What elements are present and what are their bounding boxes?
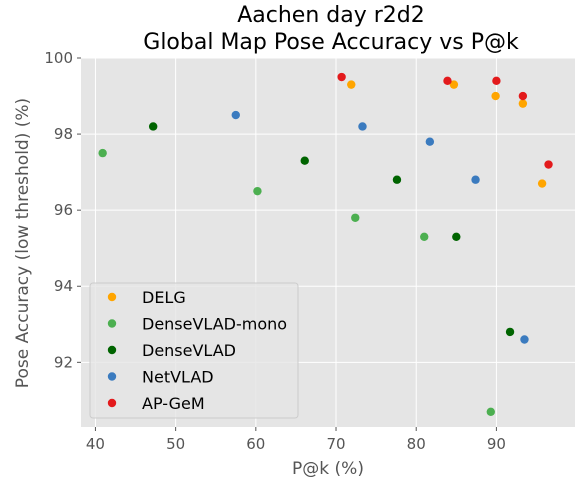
point-densevlad-mono [98,148,107,158]
legend-marker-ap-gem [107,398,117,408]
y-axis-label: Pose Accuracy (low threshold) (%) [13,98,33,388]
point-densevlad-mono [351,213,360,222]
point-densevlad [300,156,309,165]
point-ap-gem [492,76,501,86]
legend-label-densevlad: DenseVLAD [142,341,236,360]
legend-box [89,282,299,419]
chart-title-line-1: Aachen day r2d2 [237,3,425,28]
point-delg [347,80,356,89]
point-densevlad [452,232,461,241]
point-densevlad-mono [253,186,262,196]
legend-marker-densevlad-mono [107,319,117,328]
point-densevlad-mono [486,407,495,416]
x-tick-label: 60 [246,435,265,453]
point-netvlad [520,335,529,344]
x-tick-label: 80 [407,435,426,453]
data-points [98,72,553,416]
x-tick-label: 50 [166,435,185,453]
x-axis-label: P@k (%) [292,459,364,479]
legend-label-ap-gem: AP-GeM [142,394,205,413]
legend-marker-densevlad [107,345,117,355]
point-delg [491,91,500,101]
y-tick-label: 92 [54,353,73,371]
y-tick-label: 96 [54,201,73,219]
legend-label-delg: DELG [142,288,186,307]
point-delg [537,179,547,188]
x-tick-label: 40 [86,435,105,453]
point-delg [518,99,528,108]
chart-title-line-2: Global Map Pose Accuracy vs P@k [143,30,519,55]
legend-label-netvlad: NetVLAD [142,368,214,387]
point-delg [449,80,459,89]
point-ap-gem [518,91,528,101]
legend: DELG DenseVLAD-mono DenseVLAD NetVLAD AP-GeM [89,282,299,419]
legend-label-densevlad-mono: DenseVLAD-mono [142,315,287,334]
point-netvlad [471,175,480,184]
point-ap-gem [443,76,452,86]
legend-marker-netvlad [107,372,117,381]
axis-ticks: 40 50 60 70 80 90 92 94 96 98 100 [44,49,506,453]
point-densevlad [148,122,158,131]
x-tick-label: 70 [326,435,345,453]
legend-marker-delg [107,292,117,302]
y-tick-label: 94 [54,277,73,295]
point-densevlad [392,175,402,184]
point-netvlad [231,110,240,120]
point-ap-gem [337,72,346,82]
point-ap-gem [544,160,553,169]
y-tick-label: 100 [44,49,73,67]
point-densevlad [505,327,515,337]
point-netvlad [425,137,435,146]
y-tick-label: 98 [54,125,73,143]
point-densevlad-mono [420,232,429,241]
x-tick-label: 90 [487,435,506,453]
point-netvlad [358,122,367,131]
